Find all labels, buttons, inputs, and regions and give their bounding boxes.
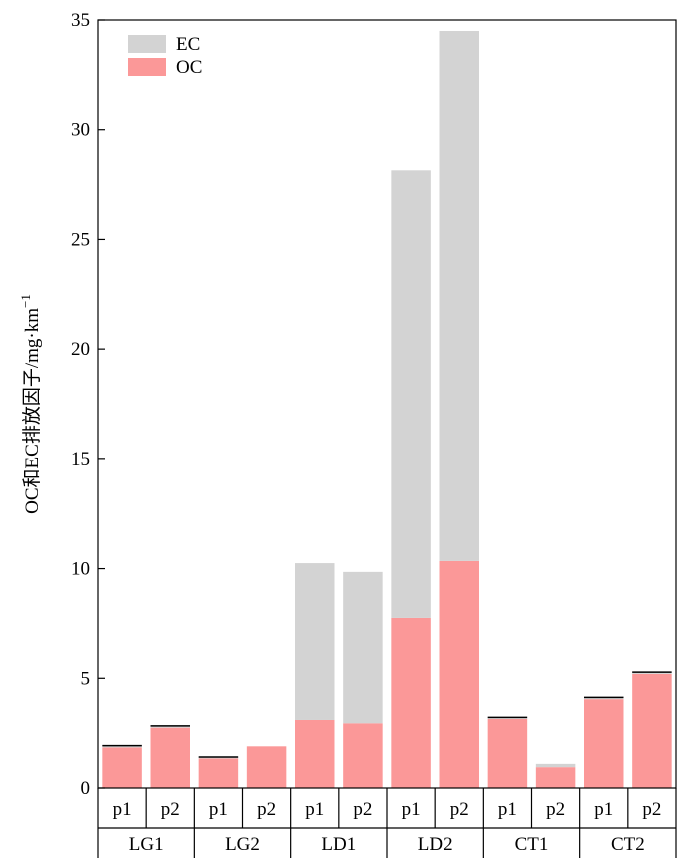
x-sub-label-1: p2 bbox=[161, 799, 180, 820]
bar-oc-4 bbox=[295, 719, 335, 788]
x-sub-label-5: p2 bbox=[353, 799, 372, 820]
x-axis: p1 p2 p1 p2 p1 p2 p1 p2 p1 p2 p1 p2 LG1 LG2 LD1 LD2 CT1 C… bbox=[97, 788, 677, 858]
y-axis-label-superscript: −1 bbox=[18, 294, 33, 308]
bar-ec-4 bbox=[295, 563, 335, 720]
bar-oc-0 bbox=[102, 747, 142, 788]
bar-oc-6 bbox=[391, 617, 431, 788]
x-sub-label-10: p1 bbox=[594, 799, 613, 820]
y-tick-label-5: 25 bbox=[71, 229, 90, 250]
bar-ec-7 bbox=[439, 30, 479, 561]
bar-ec-1 bbox=[150, 725, 190, 728]
bar-oc-3 bbox=[246, 746, 287, 788]
x-sub-label-6: p1 bbox=[402, 799, 421, 820]
y-tick-label-4: 20 bbox=[71, 339, 90, 360]
x-group-label-3: LD2 bbox=[418, 834, 453, 855]
bar-ec-5 bbox=[343, 571, 383, 724]
x-sub-label-3: p2 bbox=[257, 799, 276, 820]
bar-oc-2 bbox=[198, 758, 239, 788]
plot-border bbox=[97, 19, 677, 789]
bar-ec-0 bbox=[102, 745, 142, 748]
bar-oc-5 bbox=[343, 723, 383, 788]
legend-swatch-ec bbox=[128, 35, 166, 53]
bar-oc-1 bbox=[150, 727, 190, 788]
y-tick-label-2: 10 bbox=[71, 559, 90, 580]
x-group-label-4: CT1 bbox=[515, 834, 549, 855]
x-group-label-5: CT2 bbox=[611, 834, 645, 855]
bar-oc-9 bbox=[535, 767, 576, 788]
y-tick-label-6: 30 bbox=[71, 120, 90, 141]
bar-oc-10 bbox=[584, 699, 624, 788]
bar-ec-11 bbox=[632, 672, 672, 674]
bar-oc-11 bbox=[632, 673, 672, 788]
y-tick-label-7: 35 bbox=[71, 10, 90, 31]
bar-ec-6 bbox=[391, 170, 431, 618]
x-sub-label-7: p2 bbox=[450, 799, 469, 820]
x-sub-label-11: p2 bbox=[642, 799, 661, 820]
bar-oc-7 bbox=[439, 560, 479, 788]
x-sub-label-9: p2 bbox=[546, 799, 565, 820]
x-group-label-0: LG1 bbox=[129, 834, 164, 855]
x-sub-label-0: p1 bbox=[113, 799, 132, 820]
bar-ec-8 bbox=[487, 717, 528, 719]
y-axis-label: OC和EC排放因子/mg·km−1 bbox=[18, 294, 43, 514]
legend-label-ec: EC bbox=[176, 34, 200, 55]
plot-frame bbox=[97, 19, 677, 789]
legend-label-oc: OC bbox=[176, 57, 202, 78]
y-tick-label-0: 0 bbox=[81, 778, 91, 799]
y-tick-label-3: 15 bbox=[71, 449, 90, 470]
y-tick-label-1: 5 bbox=[81, 668, 91, 689]
bar-ec-9 bbox=[535, 763, 576, 768]
y-axis-label-main: OC和EC排放因子/mg·km bbox=[21, 308, 43, 514]
x-sub-label-8: p1 bbox=[498, 799, 517, 820]
y-axis: 0 5 10 15 20 25 30 35 bbox=[71, 10, 105, 799]
bar-ec-10 bbox=[584, 697, 624, 700]
legend-swatch-oc bbox=[128, 58, 166, 76]
x-sub-label-2: p1 bbox=[209, 799, 228, 820]
x-group-label-2: LD1 bbox=[321, 834, 356, 855]
bar-oc-8 bbox=[487, 718, 528, 788]
x-group-label-1: LG2 bbox=[225, 834, 260, 855]
bars-layer bbox=[102, 30, 672, 788]
x-sub-label-4: p1 bbox=[305, 799, 324, 820]
